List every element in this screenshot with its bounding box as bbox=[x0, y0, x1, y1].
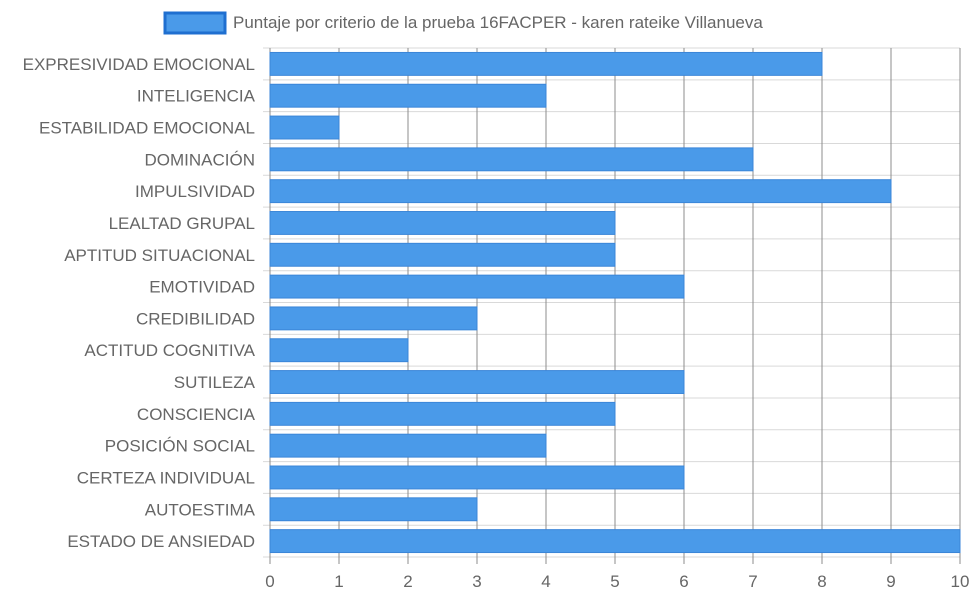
bar[interactable] bbox=[269, 51, 823, 76]
bar[interactable] bbox=[269, 211, 616, 235]
category-label: CERTEZA INDIVIDUAL bbox=[77, 468, 255, 487]
legend-swatch[interactable] bbox=[163, 11, 227, 35]
category-label: AUTOESTIMA bbox=[145, 500, 256, 519]
category-label: ESTABILIDAD EMOCIONAL bbox=[39, 119, 255, 138]
bar[interactable] bbox=[269, 465, 685, 490]
bar[interactable] bbox=[269, 433, 547, 458]
category-label: ESTADO DE ANSIEDAD bbox=[67, 532, 255, 551]
bars bbox=[269, 51, 961, 554]
category-label: LEALTAD GRUPAL bbox=[109, 214, 255, 233]
category-label: SUTILEZA bbox=[174, 373, 256, 392]
category-label: DOMINACIÓN bbox=[145, 150, 256, 169]
bar[interactable] bbox=[269, 115, 340, 140]
bar[interactable] bbox=[269, 147, 754, 172]
x-tick-label: 10 bbox=[951, 572, 970, 591]
x-tick-label: 5 bbox=[610, 572, 619, 591]
x-tick-label: 4 bbox=[541, 572, 550, 591]
bar[interactable] bbox=[269, 338, 409, 363]
bar[interactable] bbox=[269, 274, 685, 299]
x-tick-label: 3 bbox=[472, 572, 481, 591]
bar[interactable] bbox=[269, 529, 961, 554]
bar[interactable] bbox=[269, 370, 685, 394]
category-label: ACTITUD COGNITIVA bbox=[84, 341, 255, 360]
category-label: EMOTIVIDAD bbox=[149, 278, 255, 297]
bar[interactable] bbox=[269, 306, 478, 331]
x-tick-label: 6 bbox=[679, 572, 688, 591]
x-tick-label: 2 bbox=[403, 572, 412, 591]
x-tick-label: 1 bbox=[334, 572, 343, 591]
category-label: APTITUD SITUACIONAL bbox=[64, 246, 255, 265]
x-tick-label: 9 bbox=[886, 572, 895, 591]
category-label: CREDIBILIDAD bbox=[136, 309, 255, 328]
bar[interactable] bbox=[269, 401, 616, 426]
category-label: CONSCIENCIA bbox=[137, 405, 256, 424]
category-label: INTELIGENCIA bbox=[137, 87, 256, 106]
legend-label[interactable]: Puntaje por criterio de la prueba 16FACP… bbox=[233, 13, 763, 32]
category-label: EXPRESIVIDAD EMOCIONAL bbox=[23, 55, 255, 74]
bar[interactable] bbox=[269, 179, 892, 204]
category-label: POSICIÓN SOCIAL bbox=[105, 437, 255, 456]
bar[interactable] bbox=[269, 497, 478, 522]
bar[interactable] bbox=[269, 242, 616, 267]
x-tick-label: 7 bbox=[748, 572, 757, 591]
x-axis-ticks: 0 1 2 3 4 5 6 7 8 9 10 bbox=[265, 572, 969, 591]
x-tick-label: 8 bbox=[817, 572, 826, 591]
category-label: IMPULSIVIDAD bbox=[135, 182, 255, 201]
category-labels: EXPRESIVIDAD EMOCIONAL INTELIGENCIA ESTABI… bbox=[23, 55, 256, 551]
bar[interactable] bbox=[269, 83, 547, 108]
x-tick-label: 0 bbox=[265, 572, 274, 591]
legend[interactable]: Puntaje por criterio de la prueba 16FACP… bbox=[163, 11, 763, 35]
